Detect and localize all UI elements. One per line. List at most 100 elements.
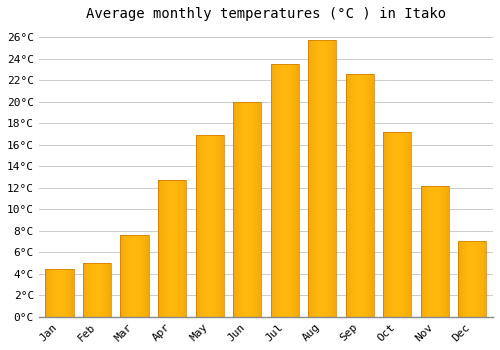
Bar — [393, 132, 394, 317]
Bar — [233, 102, 261, 317]
Bar — [94, 263, 96, 317]
Bar — [411, 132, 412, 317]
Bar — [349, 74, 350, 317]
Bar — [86, 263, 87, 317]
Bar — [383, 132, 412, 317]
Bar — [201, 135, 202, 317]
Bar — [46, 270, 74, 317]
Bar — [210, 135, 212, 317]
Bar — [473, 241, 474, 317]
Bar — [324, 40, 325, 317]
Bar — [439, 186, 440, 317]
Bar — [481, 241, 482, 317]
Bar — [328, 40, 329, 317]
Bar — [183, 180, 184, 317]
Bar — [73, 270, 74, 317]
Bar — [483, 241, 484, 317]
Bar — [57, 270, 58, 317]
Bar — [244, 102, 245, 317]
Bar — [131, 235, 132, 317]
Bar — [388, 132, 389, 317]
Bar — [428, 186, 429, 317]
Bar — [223, 135, 224, 317]
Bar — [66, 270, 67, 317]
Bar — [248, 102, 249, 317]
Bar — [233, 102, 234, 317]
Bar — [96, 263, 97, 317]
Bar — [208, 135, 209, 317]
Bar — [54, 270, 55, 317]
Bar — [308, 40, 336, 317]
Bar — [292, 64, 293, 317]
Bar — [243, 102, 244, 317]
Bar — [238, 102, 240, 317]
Bar — [63, 270, 64, 317]
Bar — [88, 263, 89, 317]
Bar — [334, 40, 335, 317]
Bar — [222, 135, 223, 317]
Bar — [174, 180, 175, 317]
Bar — [127, 235, 128, 317]
Bar — [346, 74, 347, 317]
Bar — [185, 180, 186, 317]
Bar — [350, 74, 351, 317]
Bar — [440, 186, 441, 317]
Bar — [277, 64, 278, 317]
Bar — [276, 64, 277, 317]
Bar — [133, 235, 134, 317]
Bar — [162, 180, 163, 317]
Bar — [431, 186, 432, 317]
Bar — [385, 132, 386, 317]
Bar — [178, 180, 179, 317]
Bar — [50, 270, 51, 317]
Bar — [58, 270, 59, 317]
Bar — [213, 135, 214, 317]
Bar — [146, 235, 147, 317]
Bar — [445, 186, 446, 317]
Bar — [47, 270, 48, 317]
Bar — [236, 102, 237, 317]
Bar — [392, 132, 393, 317]
Bar — [138, 235, 139, 317]
Bar — [134, 235, 135, 317]
Bar — [465, 241, 466, 317]
Bar — [197, 135, 198, 317]
Bar — [158, 180, 159, 317]
Bar — [219, 135, 220, 317]
Bar — [360, 74, 361, 317]
Bar — [435, 186, 436, 317]
Bar — [363, 74, 364, 317]
Bar — [384, 132, 385, 317]
Bar — [253, 102, 254, 317]
Bar — [359, 74, 360, 317]
Bar — [259, 102, 260, 317]
Bar — [348, 74, 349, 317]
Bar — [288, 64, 289, 317]
Bar — [168, 180, 170, 317]
Bar — [280, 64, 281, 317]
Bar — [260, 102, 261, 317]
Bar — [400, 132, 402, 317]
Bar — [429, 186, 430, 317]
Bar — [65, 270, 66, 317]
Bar — [369, 74, 370, 317]
Bar — [370, 74, 371, 317]
Bar — [99, 263, 100, 317]
Bar — [120, 235, 121, 317]
Bar — [475, 241, 476, 317]
Bar — [325, 40, 326, 317]
Bar — [234, 102, 235, 317]
Bar — [181, 180, 182, 317]
Bar — [353, 74, 354, 317]
Bar — [282, 64, 283, 317]
Bar — [477, 241, 478, 317]
Bar — [273, 64, 274, 317]
Bar — [408, 132, 409, 317]
Bar — [89, 263, 90, 317]
Bar — [250, 102, 251, 317]
Bar — [469, 241, 470, 317]
Bar — [70, 270, 72, 317]
Bar — [56, 270, 57, 317]
Bar — [354, 74, 356, 317]
Bar — [136, 235, 137, 317]
